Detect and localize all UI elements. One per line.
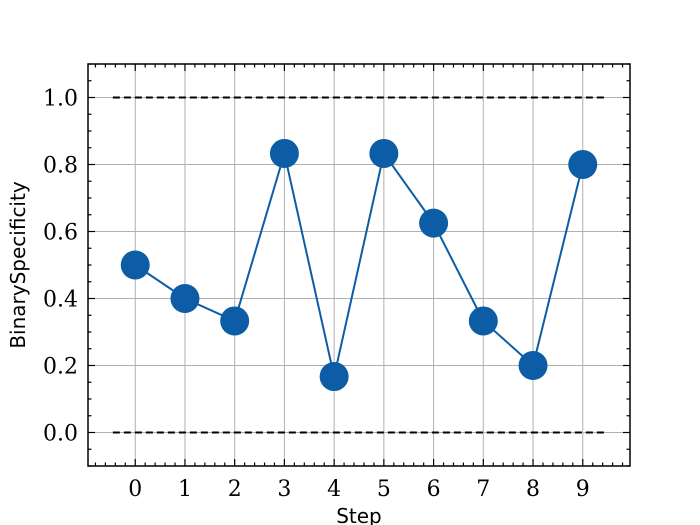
y-axis-label: BinarySpecificity [6, 181, 30, 349]
y-tick-label: 0.2 [43, 355, 78, 380]
tick-labels: 0 1 2 3 4 5 6 7 8 9 0.0 0.2 0.4 0.6 0.8 1.0 [43, 87, 590, 503]
y-tick-label: 0.4 [43, 288, 78, 313]
x-tick-label: 3 [277, 477, 291, 502]
x-tick-label: 2 [228, 477, 242, 502]
y-tick-label: 0.8 [43, 154, 78, 179]
x-tick-label: 8 [526, 477, 540, 502]
series [120, 138, 598, 392]
x-tick-label: 7 [476, 477, 490, 502]
grid [88, 64, 630, 466]
x-tick-label: 5 [377, 477, 391, 502]
x-axis-label: Step [336, 504, 382, 525]
data-point [269, 138, 299, 168]
data-point [568, 150, 598, 179]
data-point [369, 138, 399, 168]
data-point [120, 250, 150, 280]
y-tick-label: 0.0 [43, 422, 78, 447]
data-point [319, 362, 349, 392]
x-tick-label: 4 [327, 477, 341, 502]
data-point [419, 208, 449, 238]
x-tick-label: 9 [576, 477, 590, 502]
x-tick-label: 1 [178, 477, 192, 502]
y-tick-label: 1.0 [43, 87, 78, 112]
data-point [170, 284, 200, 313]
reference-lines [112, 96, 606, 434]
data-point [468, 306, 498, 336]
data-point [518, 351, 548, 380]
y-tick-label: 0.6 [43, 221, 78, 246]
x-tick-label: 6 [427, 477, 441, 502]
x-tick-label: 0 [128, 477, 142, 502]
ticks [88, 63, 630, 467]
data-point [220, 306, 250, 336]
series-line [134, 149, 584, 377]
